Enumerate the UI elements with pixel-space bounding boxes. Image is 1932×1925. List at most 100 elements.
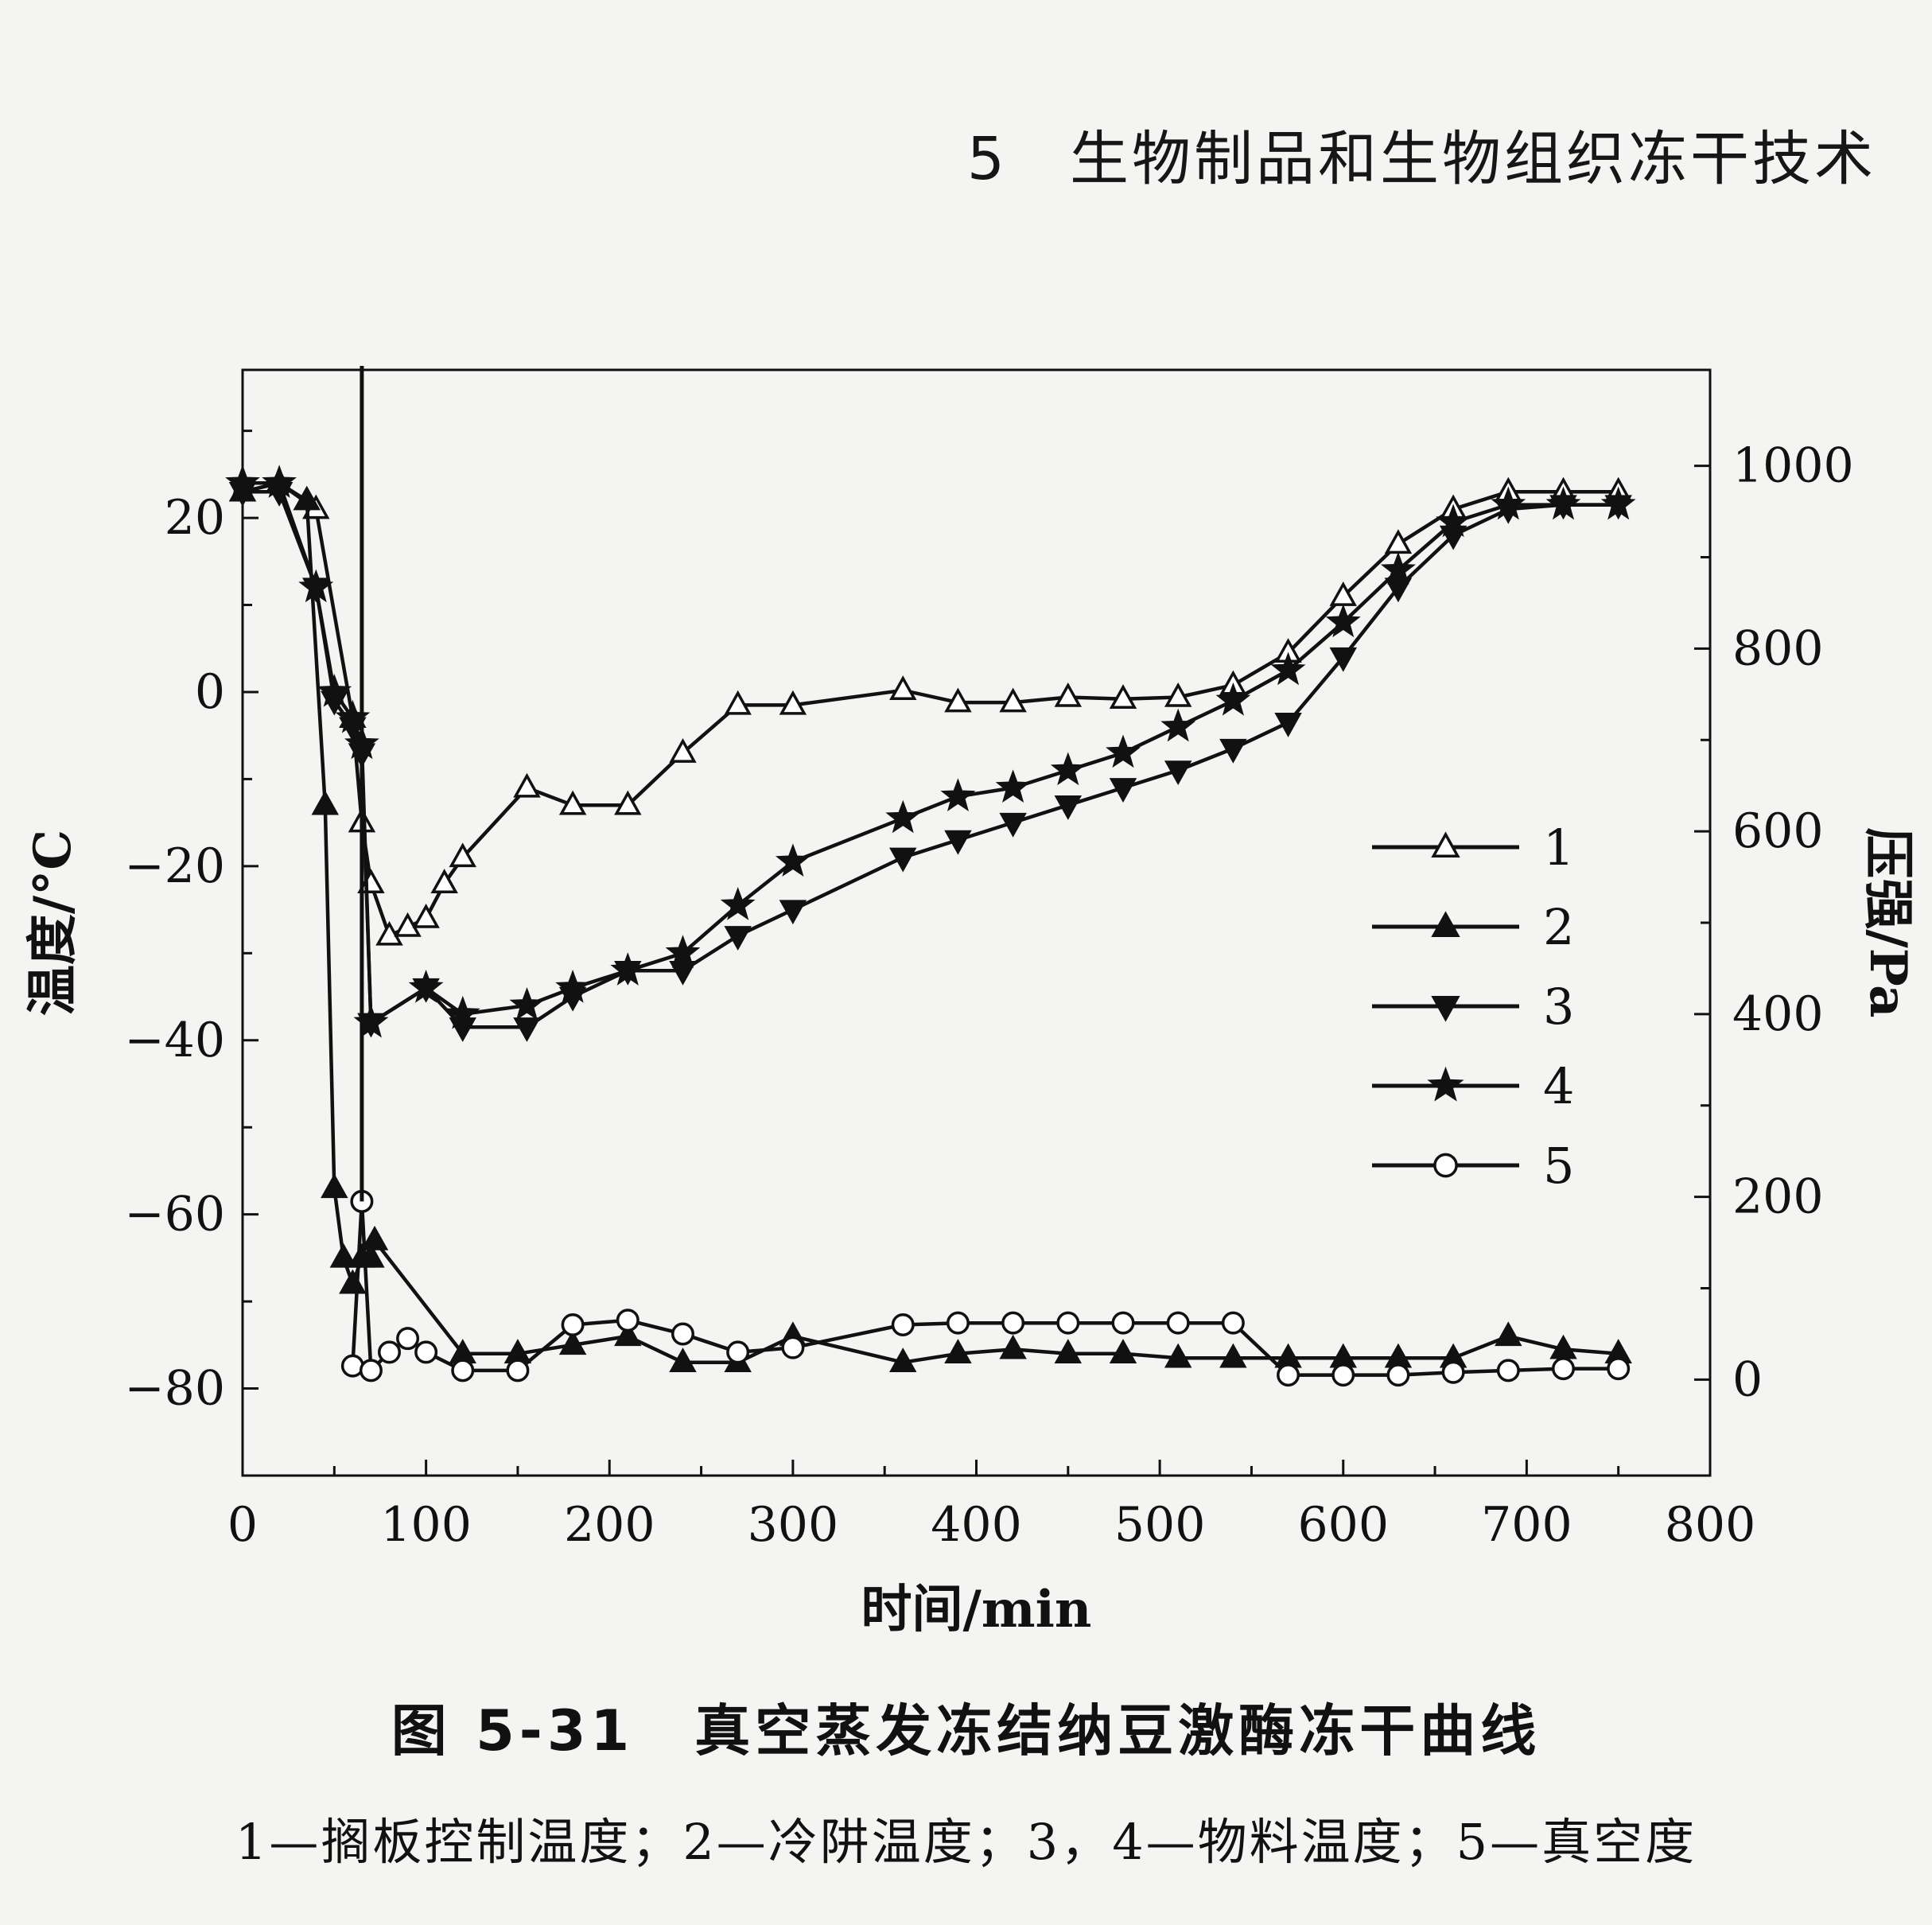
y-left-tick-label: 0	[195, 664, 225, 720]
series-1-point	[779, 690, 807, 715]
series-3-point	[999, 812, 1027, 838]
y-right-tick-label: 800	[1732, 620, 1824, 676]
series-4-point	[995, 769, 1031, 803]
x-tick-label: 400	[931, 1497, 1022, 1553]
series-5-point	[1331, 1363, 1355, 1387]
series-5-point	[1496, 1359, 1520, 1382]
series-5-point	[1111, 1311, 1135, 1335]
series-4-point	[1270, 651, 1306, 686]
series-5-point	[946, 1311, 970, 1335]
series-1-point	[724, 690, 752, 715]
series-1-point	[1054, 682, 1083, 707]
series-1-point	[614, 790, 642, 815]
series-3-point	[1384, 578, 1413, 603]
legend-label-1: 1	[1543, 819, 1574, 877]
series-1-line	[242, 481, 1619, 938]
series-5-point	[451, 1359, 475, 1382]
series-2-point	[944, 1339, 972, 1364]
series-2-point	[329, 1242, 358, 1268]
legend-label-3: 3	[1543, 978, 1574, 1036]
series-5-point	[414, 1340, 438, 1364]
series-5-point	[1386, 1363, 1410, 1387]
x-tick-label: 100	[380, 1497, 472, 1553]
series-5-point	[726, 1340, 750, 1364]
series-2-point	[889, 1348, 917, 1372]
series-2-point	[1219, 1343, 1247, 1368]
series-4-point	[408, 970, 444, 1003]
x-axis-title: 时间/min	[861, 1580, 1092, 1639]
series-1-point	[430, 869, 458, 893]
y-right-axis-title: 压强/Pa	[1858, 827, 1918, 1017]
figure-caption: 图 5-31 真空蒸发冻结纳豆激酶冻干曲线	[391, 1698, 1541, 1764]
series-5-point	[671, 1322, 694, 1346]
series-3-point	[1054, 795, 1083, 820]
series-4-point	[940, 778, 976, 812]
legend-marker-4	[1427, 1066, 1464, 1102]
series-4-point	[1050, 752, 1086, 786]
series-1-point	[1164, 682, 1192, 707]
series-5-point	[378, 1340, 401, 1364]
series-5-point	[1607, 1357, 1631, 1381]
series-2-point	[1109, 1339, 1137, 1364]
y-right-tick-label: 200	[1732, 1169, 1824, 1225]
y-right-tick-label: 400	[1732, 986, 1824, 1042]
series-4-line	[243, 481, 1619, 1025]
series-3-point	[944, 830, 972, 855]
series-4-point	[776, 843, 811, 877]
series-5-point	[359, 1359, 383, 1382]
series-2-point	[558, 1330, 587, 1355]
y-left-axis-title: 温度/°C	[23, 830, 83, 1016]
series-5-point	[891, 1312, 915, 1336]
series-3-point	[669, 960, 697, 986]
series-4-point	[1380, 551, 1416, 585]
series-5-line	[351, 1200, 1619, 1377]
y-left-tick-label: −20	[124, 838, 225, 894]
series-2-point	[669, 1348, 697, 1372]
series-2-point	[360, 1225, 389, 1250]
series-3-point	[1274, 713, 1302, 737]
series-2-point	[999, 1334, 1027, 1359]
series-5-point	[561, 1312, 585, 1336]
x-tick-label: 300	[748, 1497, 839, 1553]
series-4-point	[1160, 708, 1196, 742]
x-tick-label: 500	[1114, 1497, 1206, 1553]
series-3-line	[243, 489, 1619, 1029]
series-1-point	[375, 920, 403, 946]
series-2-point	[614, 1321, 642, 1347]
y-left-tick-label: 20	[165, 490, 225, 546]
legend-label-4: 4	[1543, 1057, 1574, 1115]
series-5-point	[616, 1309, 639, 1332]
legend-marker-5	[1433, 1153, 1458, 1178]
series-2-point	[339, 1269, 367, 1294]
series-5-point	[506, 1359, 530, 1382]
running-title: 5 生物制品和生物组织冻干技术	[966, 125, 1876, 193]
series-4-point	[1491, 486, 1526, 520]
series-3-point	[724, 926, 752, 951]
legend-label-5: 5	[1543, 1137, 1574, 1195]
series-4-point	[610, 952, 646, 986]
series-1-point	[889, 675, 917, 701]
y-right-tick-label: 1000	[1732, 438, 1854, 494]
x-tick-label: 700	[1481, 1497, 1572, 1553]
series-4-point	[509, 986, 545, 1021]
plot-frame	[241, 368, 1712, 1477]
y-right-tick-label: 600	[1732, 803, 1824, 859]
series-2-line	[242, 481, 1619, 1364]
series-3-point	[1329, 647, 1357, 672]
series-4-point	[1106, 734, 1141, 768]
x-tick-label: 800	[1665, 1497, 1756, 1553]
legend-marker-1	[1431, 831, 1460, 858]
series-4-point	[1325, 604, 1361, 638]
series-5-point	[1056, 1311, 1080, 1335]
series-1-point	[513, 772, 541, 798]
series-4-point	[1600, 486, 1636, 520]
series-1-point	[1384, 529, 1413, 554]
x-tick-label: 0	[227, 1497, 258, 1553]
series-3-point	[779, 900, 807, 925]
series-4-point	[298, 569, 334, 603]
figure-legend-note: 1—搁板控制温度；2—冷阱温度；3，4—物料温度；5—真空度	[235, 1813, 1697, 1871]
x-tick-label: 600	[1297, 1497, 1389, 1553]
series-3-point	[513, 1017, 541, 1042]
series-1-point	[944, 687, 972, 713]
series-5-point	[1001, 1311, 1025, 1335]
